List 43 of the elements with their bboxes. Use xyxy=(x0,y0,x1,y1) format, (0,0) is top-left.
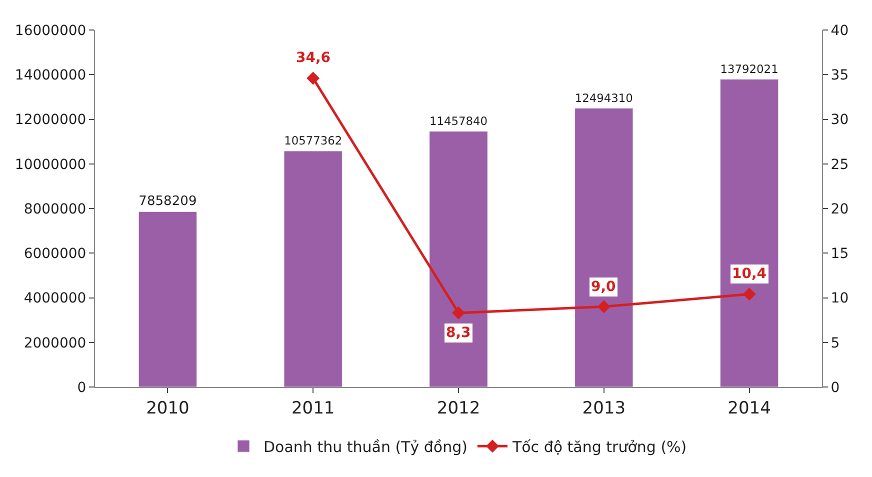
bar xyxy=(720,79,779,387)
bar xyxy=(138,211,198,387)
data-label: 12494310 xyxy=(574,90,633,105)
y2-tick-label: 0 xyxy=(830,380,840,396)
bar xyxy=(429,131,488,387)
y2-tick-label: 20 xyxy=(830,201,849,218)
y-tick-label: 0 xyxy=(77,380,86,396)
point xyxy=(597,300,610,314)
y2-tick-label: 30 xyxy=(830,112,849,128)
point xyxy=(452,306,465,320)
x-tick-label: 2013 xyxy=(582,398,626,418)
x-tick-label: 2011 xyxy=(291,398,335,418)
y-tick-label: 12000000 xyxy=(14,112,86,128)
y2-tick-label: 40 xyxy=(830,22,849,39)
y-tick-label: 8000000 xyxy=(24,201,86,218)
x-tick-label: 2014 xyxy=(728,398,771,418)
data-label: 10577362 xyxy=(284,134,342,148)
bar xyxy=(574,108,634,387)
point xyxy=(306,72,320,85)
data-label: 34,6 xyxy=(296,50,331,66)
y-tick-label: 2000000 xyxy=(24,335,86,352)
y-tick-label: 6000000 xyxy=(24,246,86,262)
legend-label: Tốc độ tăng trưởng (%) xyxy=(511,438,687,456)
y2-tick-label: 15 xyxy=(830,246,849,262)
data-label: 9,0 xyxy=(591,279,616,295)
legend-label: Doanh thu thuần (Tỷ đồng) xyxy=(264,438,468,456)
y2-tick-label: 35 xyxy=(830,68,849,84)
x-tick-label: 2012 xyxy=(436,398,480,418)
data-label: 10,4 xyxy=(732,266,767,282)
point xyxy=(742,288,756,301)
y-tick-label: 16000000 xyxy=(14,22,86,39)
y2-tick-label: 5 xyxy=(830,335,840,352)
y2-tick-label: 10 xyxy=(830,290,849,307)
y2-tick-label: 25 xyxy=(830,156,849,173)
data-label: 7858209 xyxy=(138,194,197,209)
data-label: 8,3 xyxy=(446,325,471,341)
y-tick-label: 14000000 xyxy=(14,68,86,84)
data-label: 13792021 xyxy=(720,62,778,76)
bar xyxy=(284,150,342,387)
data-label: 11457840 xyxy=(429,114,488,128)
x-tick-label: 2010 xyxy=(146,398,190,418)
y-tick-label: 4000000 xyxy=(24,290,86,307)
y-tick-label: 10000000 xyxy=(14,156,86,173)
